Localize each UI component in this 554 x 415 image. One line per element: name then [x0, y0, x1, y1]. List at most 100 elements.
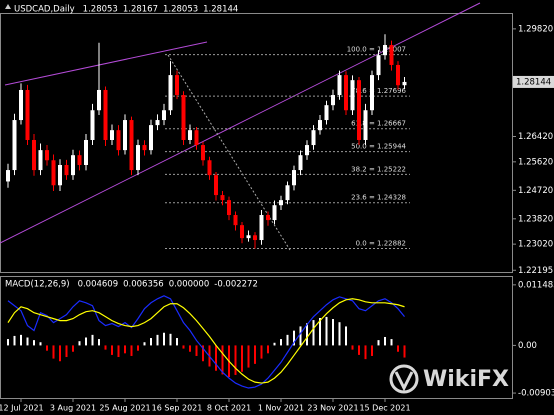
candle-body: [188, 130, 192, 140]
candle-body: [175, 75, 179, 96]
candle-body: [233, 215, 238, 226]
candle-body: [194, 130, 199, 146]
histogram-bar: [202, 345, 204, 362]
histogram-bar: [280, 339, 282, 346]
histogram-bar: [234, 345, 237, 375]
histogram-bar: [358, 345, 360, 355]
histogram-bar: [403, 345, 406, 358]
histogram-bar: [241, 345, 243, 372]
histogram-bar: [104, 345, 107, 350]
candle-body: [84, 139, 88, 166]
histogram-bar: [150, 338, 152, 346]
histogram-bar: [371, 345, 373, 356]
histogram-bar: [286, 334, 289, 346]
histogram-bar: [59, 345, 61, 362]
y-tick-label: 1.29820: [518, 24, 553, 34]
histogram-bar: [390, 339, 393, 346]
y-tick-label: 0.00: [518, 341, 537, 351]
candle-body: [214, 175, 218, 196]
candle-body: [389, 45, 394, 65]
candle-body: [58, 165, 62, 186]
candle-body: [51, 160, 56, 186]
histogram-bar: [156, 334, 159, 346]
candle-body: [370, 75, 374, 111]
histogram-bar: [338, 322, 341, 346]
candle-body: [45, 150, 49, 161]
fib-level-label: 61.8 = 1.26667: [351, 120, 406, 128]
header-value: 1.28053: [163, 5, 198, 15]
candle-body: [324, 105, 329, 121]
histogram-bar: [182, 345, 185, 349]
fib-level-label: 78.6 = 1.27696: [351, 87, 406, 95]
candle-body: [123, 120, 127, 151]
candle-body: [162, 110, 166, 121]
x-tick-label: 25 Aug 2021: [99, 404, 150, 413]
candle-body: [136, 145, 140, 171]
y-tick-label: 1.25620: [518, 157, 553, 167]
upper-trend-line: [4, 41, 208, 86]
candle-body: [97, 89, 101, 111]
histogram-bar: [377, 340, 380, 346]
last-price-box: [513, 75, 554, 88]
x-tick-label: 1 Nov 2021: [258, 404, 304, 413]
candle-body: [305, 145, 309, 156]
header-value: 0.006356: [123, 280, 164, 290]
histogram-bar: [7, 339, 9, 346]
candle-body: [376, 55, 381, 76]
histogram-bar: [65, 345, 68, 358]
histogram-bar: [91, 334, 94, 346]
candle-body: [227, 200, 231, 216]
y-tick-label: -0.009034: [518, 389, 554, 399]
histogram-bar: [364, 345, 367, 360]
candle-body: [155, 120, 160, 126]
fib-level-label: 50.0 = 1.25944: [351, 143, 406, 151]
histogram-bar: [124, 345, 126, 354]
candle-body: [129, 120, 134, 171]
candle-body: [246, 235, 251, 239]
candle-body: [6, 170, 10, 182]
y-tick-label: 1.26420: [518, 132, 553, 142]
chart-title: USDCAD,Daily: [14, 5, 75, 15]
header-value: 1.28053: [83, 5, 118, 15]
candle-body: [292, 170, 296, 186]
signal-line: [7, 298, 405, 384]
candle-body: [64, 165, 69, 176]
candle-body: [220, 195, 225, 201]
histogram-bar: [325, 316, 328, 346]
histogram-bar: [189, 345, 191, 352]
candle-body: [19, 89, 23, 121]
candle-body: [25, 89, 30, 140]
histogram-bar: [111, 345, 113, 355]
y-tick-label: 1.23820: [518, 214, 553, 224]
watermark-text: WikiFX: [423, 367, 509, 392]
y-tick-label: 0.011483: [518, 280, 554, 290]
histogram-bar: [351, 345, 354, 350]
candle-body: [272, 205, 277, 221]
histogram-bar: [312, 320, 315, 346]
histogram-bar: [33, 340, 35, 346]
candle-body: [363, 110, 368, 140]
histogram-bar: [78, 341, 81, 346]
candle-body: [357, 80, 361, 140]
histogram-bar: [98, 339, 100, 346]
candle-body: [279, 200, 283, 206]
macd-title: MACD(12,26,9): [5, 280, 70, 290]
histogram-bar: [397, 345, 399, 352]
x-tick-label: 15 Dec 2021: [359, 404, 410, 413]
histogram-bar: [247, 345, 250, 368]
candle-body: [207, 160, 212, 176]
candle-body: [149, 125, 153, 151]
candle-body: [38, 150, 43, 171]
candle-body: [311, 130, 316, 146]
histogram-bar: [26, 337, 29, 346]
histogram-bar: [130, 345, 133, 356]
histogram-bar: [306, 323, 308, 346]
watermark-logo-mark: [394, 371, 414, 392]
histogram-bar: [163, 332, 165, 346]
histogram-bar: [384, 336, 386, 346]
candle-body: [103, 89, 108, 140]
header-value: 1.28144: [203, 5, 238, 15]
candle-body: [90, 110, 95, 140]
candle-body: [12, 120, 17, 171]
